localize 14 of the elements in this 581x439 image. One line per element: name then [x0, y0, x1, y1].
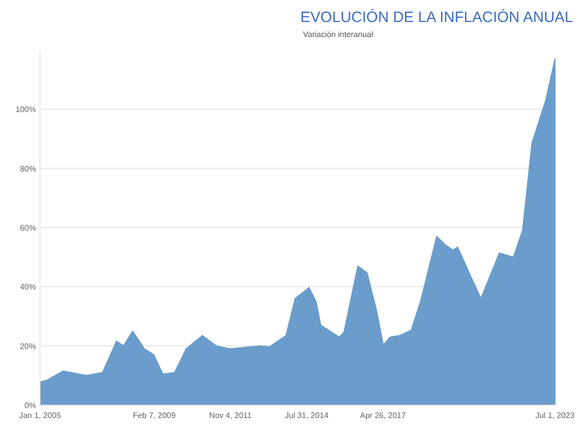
y-tick-label: 0%: [24, 401, 36, 410]
x-tick-label: Nov 4, 2011: [209, 411, 252, 420]
x-tick-label: Jan 1, 2005: [19, 411, 62, 420]
chart-subtitle: Variación interanual: [303, 30, 374, 39]
x-tick-label: Feb 7, 2009: [132, 411, 176, 420]
y-tick-label: 40%: [20, 282, 36, 292]
y-tick-label: 60%: [20, 224, 36, 232]
x-tick-label: Jul 31, 2014: [284, 411, 330, 420]
chart-title: EVOLUCIÓN DE LA INFLACIÓN ANUAL: [300, 8, 573, 26]
y-tick-label: 100%: [16, 105, 36, 114]
x-tick-label: Apr 26, 2017: [360, 411, 406, 420]
x-tick-label: Jul 1, 2023: [535, 411, 576, 420]
y-tick-label: 20%: [20, 342, 36, 351]
y-tick-label: 80%: [20, 164, 36, 174]
